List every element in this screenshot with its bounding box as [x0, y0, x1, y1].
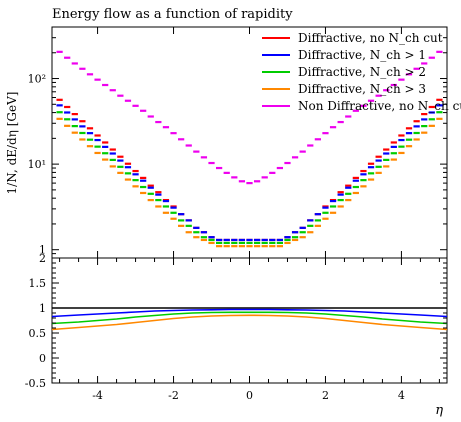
main-y-tick-label: 10² — [28, 73, 46, 86]
main-y-tick-label: 10¹ — [28, 158, 46, 171]
legend-label: Diffractive, no N_ch cut — [298, 31, 443, 45]
series — [56, 50, 443, 185]
ratio-series-line — [51, 308, 448, 318]
ratio-y-tick-label: 1.5 — [29, 277, 47, 290]
ratio-x-tick-label: -2 — [168, 389, 179, 402]
ratio-y-tick-label: 0 — [39, 352, 46, 365]
legend-label: Diffractive, N_ch > 3 — [298, 82, 426, 96]
ratio-x-tick-label: 0 — [246, 389, 253, 402]
series — [56, 98, 443, 242]
main-y-tick-label: 1 — [39, 244, 46, 257]
main-y-axis-label: 1/N, dE/dη [GeV] — [5, 92, 19, 195]
ratio-y-tick-label: 1 — [39, 302, 46, 315]
legend-label: Diffractive, N_ch > 2 — [298, 65, 426, 79]
ratio-series-group — [51, 307, 448, 331]
ratio-x-tick-label: 2 — [322, 389, 329, 402]
legend-label: Diffractive, N_ch > 1 — [298, 48, 426, 62]
series — [56, 117, 443, 248]
ratio-series-line — [51, 311, 448, 325]
x-axis-label: η — [435, 403, 443, 418]
chart-title: Energy flow as a function of rapidity — [52, 7, 293, 22]
legend-label: Non Diffractive, no N_ch cut — [298, 99, 461, 113]
ratio-series-line — [51, 314, 448, 331]
ratio-y-tick-label: 2 — [39, 252, 46, 265]
ratio-x-axis: -4 -2 0 2 4 — [59, 258, 440, 402]
main-y-axis: 1 10¹ 10² — [28, 26, 447, 258]
ratio-y-tick-label: -0.5 — [25, 377, 46, 390]
ratio-x-tick-label: 4 — [398, 389, 405, 402]
ratio-x-tick-label: -4 — [92, 389, 103, 402]
ratio-y-axis: -0.5 0 0.5 1 1.5 2 — [25, 252, 447, 390]
series — [56, 104, 443, 242]
series — [56, 111, 443, 245]
legend: Diffractive, no N_ch cut Diffractive, N_c… — [262, 31, 461, 113]
main-series-group — [56, 50, 443, 248]
ratio-y-tick-label: 0.5 — [29, 327, 47, 340]
ratio-plot-frame — [51, 257, 448, 384]
